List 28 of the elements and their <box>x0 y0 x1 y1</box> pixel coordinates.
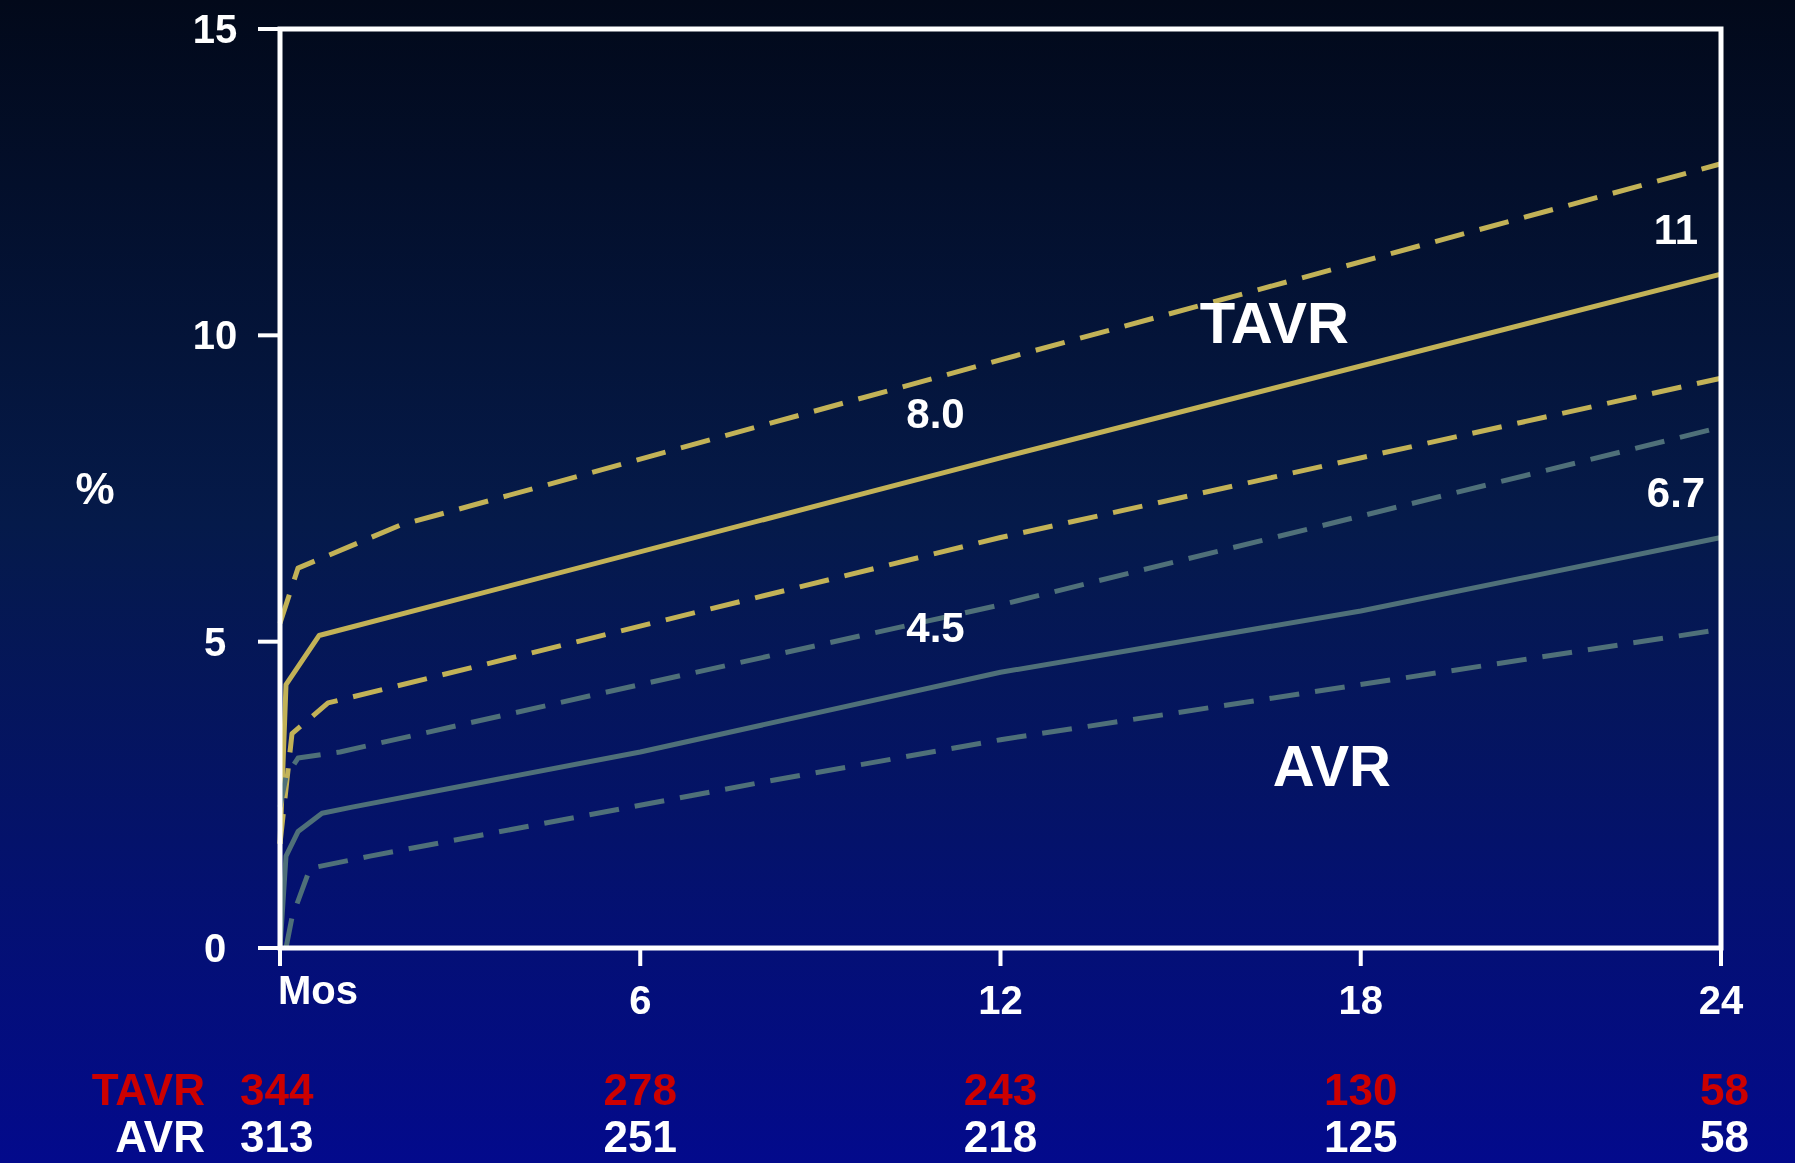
text: 58 <box>1700 1065 1749 1115</box>
text: 251 <box>603 1112 677 1162</box>
x-tick-label: 12 <box>978 978 1023 1022</box>
text: 58 <box>1700 1112 1749 1162</box>
text: 243 <box>963 1065 1038 1115</box>
series-label: TAVR <box>1199 290 1349 356</box>
y-tick-label: 10 <box>192 313 238 358</box>
text: 344 <box>240 1065 314 1115</box>
text: AVR <box>115 1112 205 1162</box>
y-tick-label: 0 <box>203 926 227 970</box>
text: 218 <box>963 1112 1038 1162</box>
x-tick-label: 18 <box>1338 978 1383 1022</box>
y-tick-label: 15 <box>192 7 238 51</box>
text: 125 <box>1324 1112 1398 1162</box>
series-label: AVR <box>1272 733 1392 799</box>
text: 278 <box>603 1065 677 1115</box>
data-label: 4.5 <box>906 604 965 651</box>
y-axis-title: % <box>75 463 115 513</box>
y-tick-label: 5 <box>203 619 227 664</box>
text: 130 <box>1324 1065 1398 1115</box>
text: 313 <box>240 1112 314 1162</box>
data-label: 6.7 <box>1646 469 1706 517</box>
text: TAVR <box>91 1065 205 1115</box>
data-label: 8.0 <box>906 389 965 437</box>
data-label: 11 <box>1653 205 1699 253</box>
x-tick-label: 24 <box>1698 978 1744 1022</box>
x-tick-label: Mos <box>278 968 358 1012</box>
x-tick-label: 6 <box>629 978 652 1022</box>
